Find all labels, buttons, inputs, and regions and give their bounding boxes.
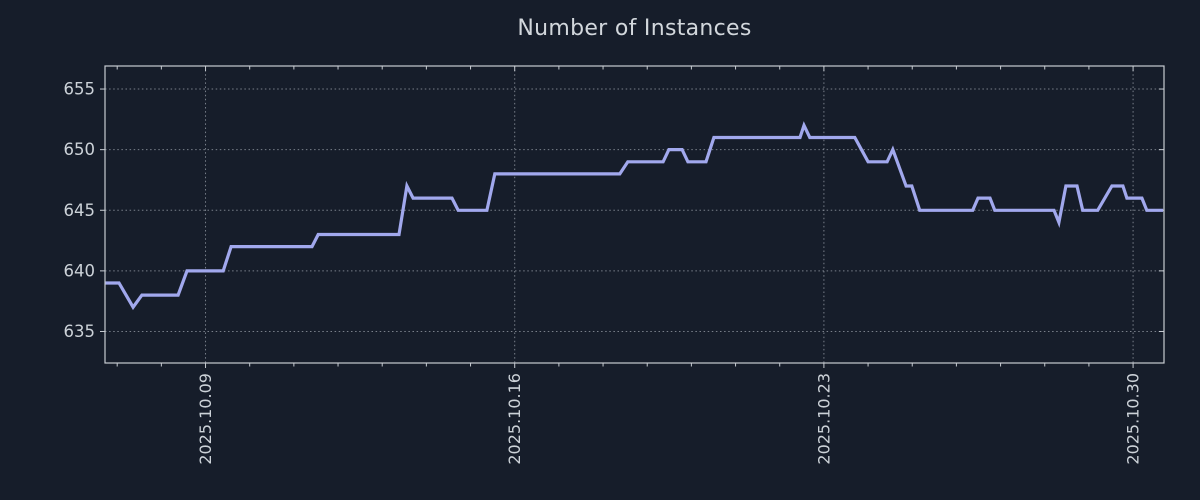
y-tick-label: 645: [64, 201, 96, 220]
x-tick-label: 2025.10.16: [505, 373, 524, 465]
y-tick-label: 655: [64, 80, 96, 99]
x-tick-label: 2025.10.09: [196, 373, 215, 465]
chart-title: Number of Instances: [517, 16, 752, 41]
x-tick-label: 2025.10.30: [1124, 373, 1143, 465]
x-tick-label: 2025.10.23: [814, 373, 833, 465]
y-tick-label: 635: [64, 322, 96, 341]
plot-border: [104, 65, 1165, 364]
series-line: [104, 121, 1164, 311]
y-tick-label: 650: [64, 140, 96, 159]
y-tick-label: 640: [64, 261, 96, 280]
